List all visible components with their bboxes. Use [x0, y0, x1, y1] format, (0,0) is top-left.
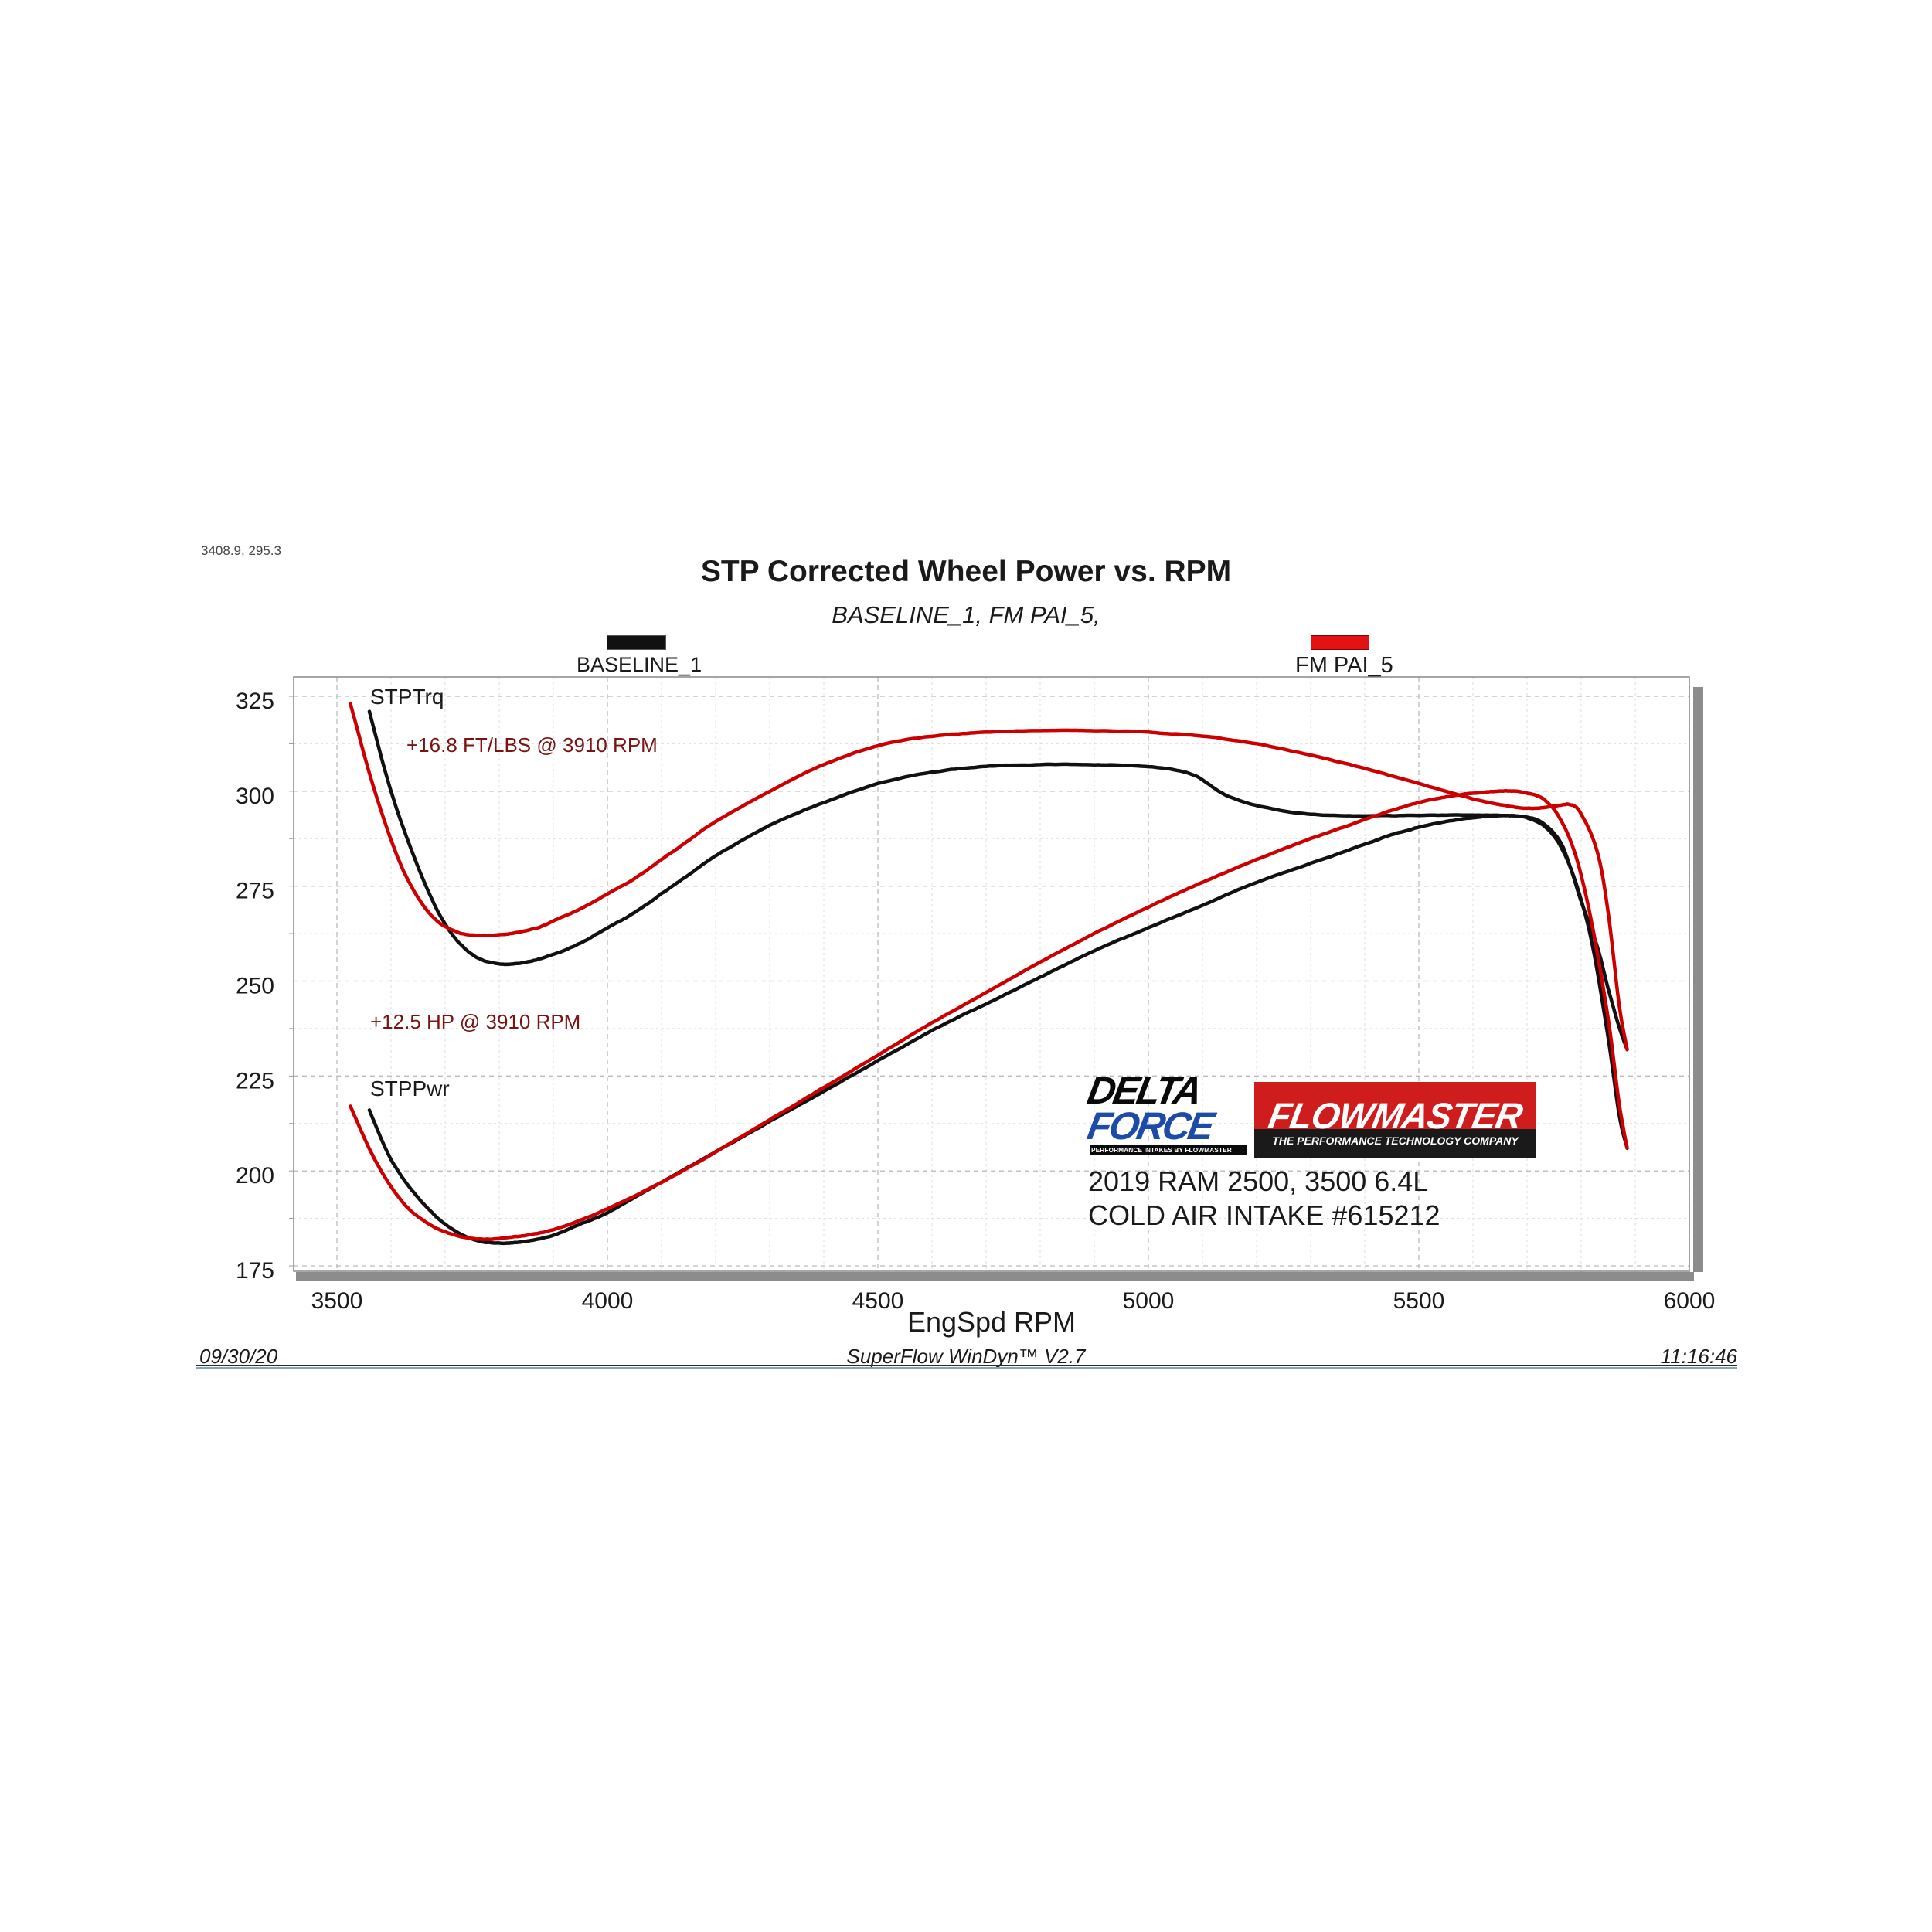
- svg-text:325: 325: [236, 689, 274, 714]
- svg-text:275: 275: [236, 879, 274, 904]
- svg-text:300: 300: [236, 784, 274, 809]
- svg-text:5000: 5000: [1123, 1288, 1175, 1314]
- svg-text:225: 225: [236, 1068, 274, 1094]
- svg-text:6000: 6000: [1664, 1288, 1716, 1314]
- svg-text:STPPwr: STPPwr: [370, 1077, 450, 1100]
- svg-text:4000: 4000: [582, 1288, 634, 1314]
- svg-text:250: 250: [236, 974, 274, 999]
- svg-text:3500: 3500: [311, 1288, 363, 1314]
- svg-text:+16.8 FT/LBS @ 3910 RPM: +16.8 FT/LBS @ 3910 RPM: [406, 733, 658, 757]
- svg-text:STPTrq: STPTrq: [370, 685, 444, 709]
- svg-text:+12.5 HP @ 3910 RPM: +12.5 HP @ 3910 RPM: [370, 1010, 580, 1033]
- svg-text:EngSpd RPM: EngSpd RPM: [907, 1306, 1076, 1338]
- svg-text:200: 200: [236, 1163, 274, 1189]
- svg-text:5500: 5500: [1393, 1288, 1445, 1314]
- svg-text:175: 175: [236, 1258, 274, 1284]
- svg-text:4500: 4500: [852, 1288, 904, 1314]
